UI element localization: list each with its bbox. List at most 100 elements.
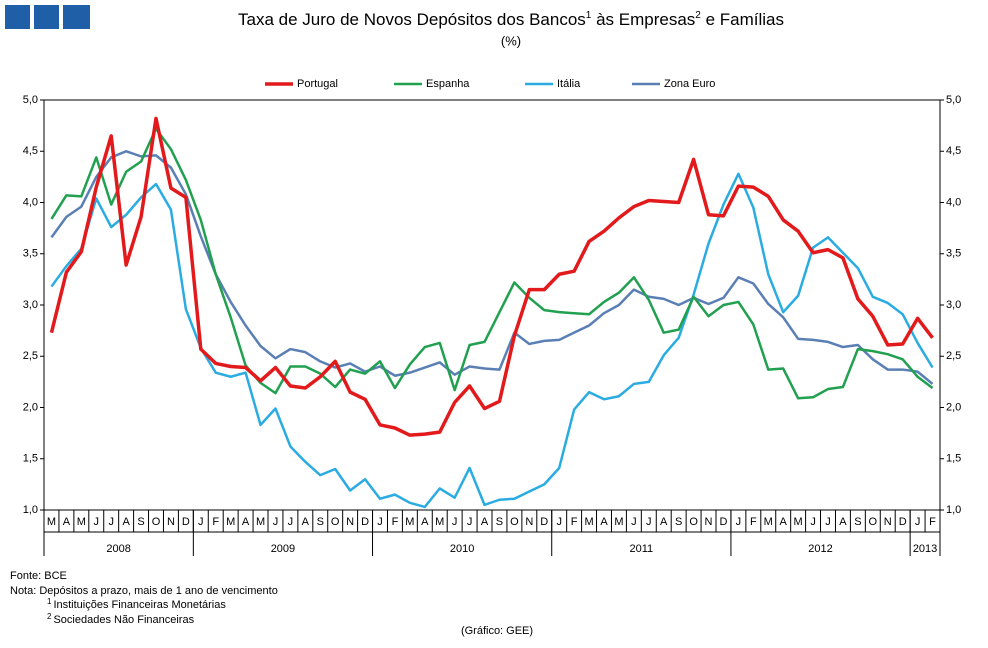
x-tick-label: J bbox=[810, 516, 816, 528]
series-line bbox=[50, 172, 934, 509]
plot-frame bbox=[43, 99, 941, 511]
y2-tick-label: 3,0 bbox=[946, 299, 961, 311]
x-tick-label: M bbox=[764, 516, 773, 528]
x-tick-label: D bbox=[361, 516, 369, 528]
x-tick-label: D bbox=[182, 516, 190, 528]
x-tick-label: J bbox=[556, 516, 562, 528]
x-tick-label: D bbox=[540, 516, 548, 528]
x-tick-label: F bbox=[929, 516, 936, 528]
x-tick-label: N bbox=[167, 516, 175, 528]
x-tick-label: M bbox=[794, 516, 803, 528]
y2-tick-label: 3,5 bbox=[946, 248, 961, 260]
y2-tick-label: 5,0 bbox=[946, 94, 961, 106]
y-tick-label: 4,5 bbox=[23, 145, 38, 157]
logo-block bbox=[34, 5, 59, 29]
x-tick-label: A bbox=[302, 516, 310, 528]
legend-label: Itália bbox=[557, 78, 581, 90]
series-line bbox=[50, 150, 934, 385]
footnote: 2 Sociedades Não Financeiras bbox=[47, 612, 195, 626]
note: Nota: Depósitos a prazo, mais de 1 ano d… bbox=[10, 585, 278, 597]
series-line bbox=[50, 127, 934, 400]
source: Fonte: BCE bbox=[10, 570, 67, 582]
legend-label: Espanha bbox=[426, 78, 470, 90]
title-part: às Empresas bbox=[591, 10, 695, 29]
y-tick-label: 3,0 bbox=[23, 299, 38, 311]
x-tick-label: M bbox=[584, 516, 593, 528]
y2-tick-label: 1,5 bbox=[946, 453, 961, 465]
x-tick-label: O bbox=[869, 516, 878, 528]
x-tick-label: A bbox=[421, 516, 429, 528]
legend-label: Portugal bbox=[297, 78, 338, 90]
x-tick-label: S bbox=[854, 516, 861, 528]
y2-tick-label: 1,0 bbox=[946, 504, 961, 516]
x-tick-label: J bbox=[631, 516, 637, 528]
y2-tick-label: 2,0 bbox=[946, 401, 961, 413]
credit: (Gráfico: GEE) bbox=[461, 625, 533, 637]
x-tick-label: A bbox=[481, 516, 489, 528]
x-tick-label: J bbox=[288, 516, 294, 528]
series-line bbox=[49, 116, 934, 437]
chart-subtitle: (%) bbox=[501, 33, 521, 48]
x-tick-label: J bbox=[467, 516, 473, 528]
year-label: 2009 bbox=[271, 543, 295, 555]
x-tick-label: S bbox=[675, 516, 682, 528]
x-tick-label: M bbox=[47, 516, 56, 528]
x-tick-label: M bbox=[226, 516, 235, 528]
x-tick-label: J bbox=[736, 516, 742, 528]
x-tick-label: J bbox=[452, 516, 458, 528]
y-tick-label: 1,5 bbox=[23, 453, 38, 465]
y-tick-label: 1,0 bbox=[23, 504, 38, 516]
x-tick-label: A bbox=[660, 516, 668, 528]
x-tick-label: F bbox=[212, 516, 219, 528]
footnote-mark: 1 bbox=[47, 597, 52, 606]
y-tick-label: 2,0 bbox=[23, 401, 38, 413]
x-tick-label: J bbox=[646, 516, 652, 528]
year-label: 2010 bbox=[450, 543, 474, 555]
x-tick-label: D bbox=[899, 516, 907, 528]
y-tick-label: 4,0 bbox=[23, 196, 38, 208]
x-tick-label: F bbox=[571, 516, 578, 528]
x-tick-label: J bbox=[273, 516, 279, 528]
title-superscript: 2 bbox=[695, 10, 701, 21]
x-tick-label: O bbox=[331, 516, 340, 528]
year-label: 2013 bbox=[913, 543, 937, 555]
y2-tick-label: 4,0 bbox=[946, 196, 961, 208]
footnote-mark: 2 bbox=[47, 612, 52, 621]
x-tick-label: J bbox=[198, 516, 204, 528]
x-tick-label: J bbox=[377, 516, 383, 528]
x-tick-label: S bbox=[496, 516, 503, 528]
logo-block bbox=[63, 5, 90, 29]
x-tick-label: N bbox=[525, 516, 533, 528]
year-label: 2012 bbox=[808, 543, 832, 555]
x-tick-label: D bbox=[719, 516, 727, 528]
x-tick-label: A bbox=[839, 516, 847, 528]
footnote-text: Instituições Financeiras Monetárias bbox=[53, 599, 226, 611]
x-tick-label: M bbox=[405, 516, 414, 528]
x-tick-label: O bbox=[510, 516, 519, 528]
y-tick-label: 3,5 bbox=[23, 248, 38, 260]
footnote-text: Sociedades Não Financeiras bbox=[53, 614, 194, 626]
x-tick-label: A bbox=[63, 516, 71, 528]
x-tick-label: S bbox=[137, 516, 144, 528]
x-tick-label: J bbox=[915, 516, 921, 528]
x-tick-label: F bbox=[750, 516, 757, 528]
x-tick-label: M bbox=[77, 516, 86, 528]
footnote: 1 Instituições Financeiras Monetárias bbox=[47, 597, 226, 611]
x-tick-label: O bbox=[689, 516, 698, 528]
x-tick-label: F bbox=[392, 516, 399, 528]
title-part: e Famílias bbox=[701, 10, 784, 29]
logo-block bbox=[5, 5, 30, 29]
x-tick-label: M bbox=[614, 516, 623, 528]
x-tick-label: O bbox=[152, 516, 161, 528]
title-part: Taxa de Juro de Novos Depósitos dos Banc… bbox=[238, 10, 586, 29]
y-tick-label: 2,5 bbox=[23, 350, 38, 362]
y2-tick-label: 2,5 bbox=[946, 350, 961, 362]
title-superscript: 1 bbox=[586, 10, 592, 21]
x-tick-label: J bbox=[108, 516, 114, 528]
year-label: 2008 bbox=[106, 543, 130, 555]
x-tick-label: N bbox=[346, 516, 354, 528]
x-tick-label: M bbox=[256, 516, 265, 528]
year-label: 2011 bbox=[630, 543, 654, 555]
x-tick-label: N bbox=[884, 516, 892, 528]
